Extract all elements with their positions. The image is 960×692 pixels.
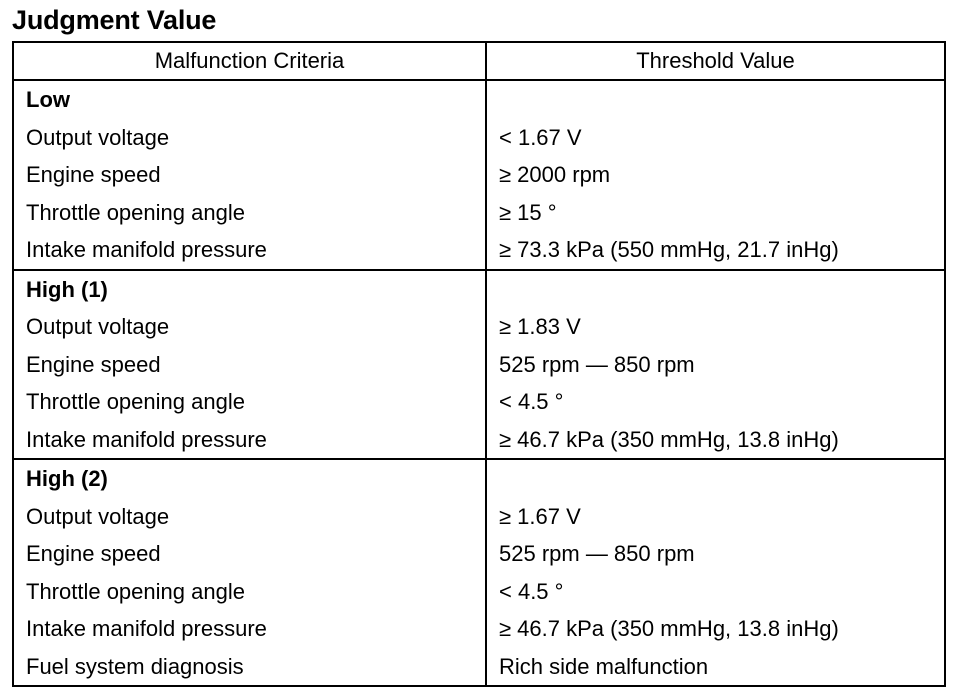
table-row: Throttle opening angle < 4.5 ° (12, 572, 946, 610)
group-title-row: Low (12, 80, 946, 119)
criteria-cell: Output voltage (12, 497, 487, 535)
threshold-cell: ≥ 46.7 kPa (350 mmHg, 13.8 inHg) (485, 610, 946, 648)
criteria-cell: Intake manifold pressure (12, 420, 487, 459)
criteria-cell: Throttle opening angle (12, 383, 487, 421)
criteria-cell: Throttle opening angle (12, 193, 487, 231)
criteria-cell: Throttle opening angle (12, 572, 487, 610)
group-title-low: Low (12, 80, 487, 119)
empty-cell (485, 269, 946, 308)
group-high-2: High (2) Output voltage ≥ 1.67 V Engine … (12, 459, 946, 686)
group-title-high-1: High (1) (12, 269, 487, 308)
header-malfunction-criteria: Malfunction Criteria (12, 41, 487, 81)
table-row: Engine speed ≥ 2000 rpm (12, 156, 946, 194)
table-row: Engine speed 525 rpm — 850 rpm (12, 535, 946, 573)
empty-cell (485, 80, 946, 119)
criteria-cell: Output voltage (12, 308, 487, 346)
threshold-cell: ≥ 1.83 V (485, 308, 946, 346)
threshold-cell: 525 rpm — 850 rpm (485, 535, 946, 573)
header-threshold-value: Threshold Value (485, 41, 946, 81)
criteria-cell: Intake manifold pressure (12, 610, 487, 648)
header-row: Malfunction Criteria Threshold Value (12, 41, 946, 81)
table-row: Output voltage ≥ 1.83 V (12, 308, 946, 346)
table-row: Intake manifold pressure ≥ 46.7 kPa (350… (12, 420, 946, 459)
group-high-1: High (1) Output voltage ≥ 1.83 V Engine … (12, 269, 946, 459)
criteria-cell: Engine speed (12, 345, 487, 383)
table-row: Intake manifold pressure ≥ 46.7 kPa (350… (12, 610, 946, 648)
threshold-cell: ≥ 73.3 kPa (550 mmHg, 21.7 inHg) (485, 231, 946, 270)
criteria-cell: Output voltage (12, 118, 487, 156)
table-row: Fuel system diagnosis Rich side malfunct… (12, 647, 946, 686)
criteria-cell: Engine speed (12, 156, 487, 194)
judgment-value-table: Malfunction Criteria Threshold Value Low… (12, 41, 946, 687)
threshold-cell: < 4.5 ° (485, 572, 946, 610)
criteria-cell: Intake manifold pressure (12, 231, 487, 270)
table-row: Throttle opening angle ≥ 15 ° (12, 193, 946, 231)
criteria-cell: Fuel system diagnosis (12, 647, 487, 686)
page-title: Judgment Value (12, 5, 217, 35)
group-title-row: High (2) (12, 459, 946, 498)
group-title-high-2: High (2) (12, 459, 487, 498)
table-row: Engine speed 525 rpm — 850 rpm (12, 345, 946, 383)
threshold-cell: ≥ 2000 rpm (485, 156, 946, 194)
threshold-cell: < 4.5 ° (485, 383, 946, 421)
threshold-cell: ≥ 46.7 kPa (350 mmHg, 13.8 inHg) (485, 420, 946, 459)
table-row: Intake manifold pressure ≥ 73.3 kPa (550… (12, 231, 946, 270)
table-row: Output voltage ≥ 1.67 V (12, 497, 946, 535)
threshold-cell: < 1.67 V (485, 118, 946, 156)
threshold-cell: 525 rpm — 850 rpm (485, 345, 946, 383)
group-title-row: High (1) (12, 269, 946, 308)
empty-cell (485, 459, 946, 498)
table-row: Throttle opening angle < 4.5 ° (12, 383, 946, 421)
criteria-cell: Engine speed (12, 535, 487, 573)
table-row: Output voltage < 1.67 V (12, 118, 946, 156)
threshold-cell: ≥ 1.67 V (485, 497, 946, 535)
group-low: Low Output voltage < 1.67 V Engine speed… (12, 80, 946, 270)
threshold-cell: Rich side malfunction (485, 647, 946, 686)
table-header: Malfunction Criteria Threshold Value (12, 41, 946, 81)
threshold-cell: ≥ 15 ° (485, 193, 946, 231)
